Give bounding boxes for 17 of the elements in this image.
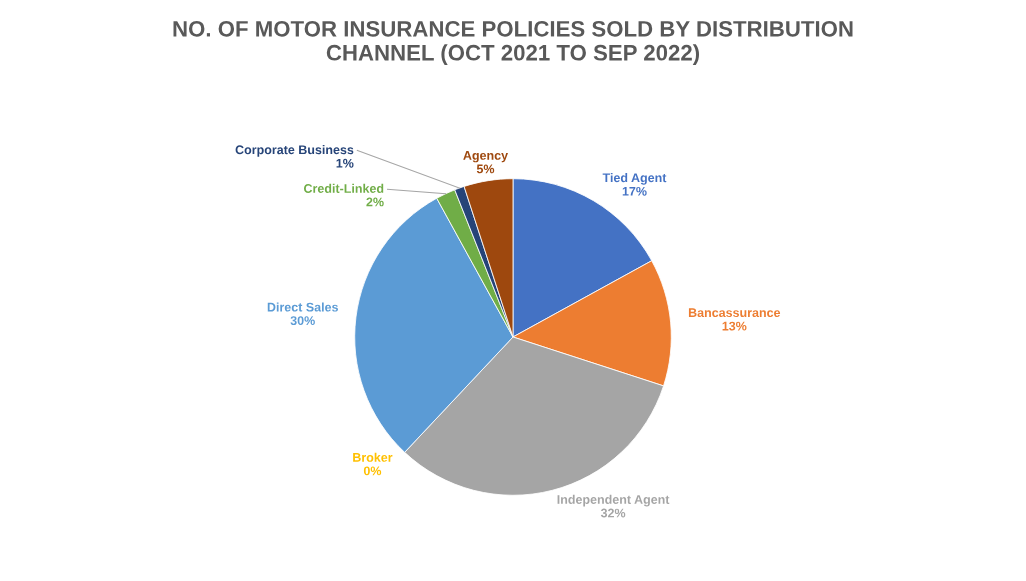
chart-title: NO. OF MOTOR INSURANCE POLICIES SOLD BY DISTRIBUTION CHANNEL (OCT 2021 TO SEP 2022) — [173, 20, 853, 65]
category-label: Broker — [353, 452, 393, 462]
slice-label: Independent Agent — [557, 494, 670, 507]
slice-label: Tied Agent — [602, 173, 667, 185]
data-label: 17% — [622, 186, 647, 196]
data-label: 13% — [722, 321, 747, 331]
slice-label: Direct Sales — [267, 302, 338, 312]
data-label: 32% — [600, 508, 626, 518]
data-label: 2% — [366, 197, 384, 207]
slice-label: Corporate Business — [235, 145, 354, 157]
text: 0% — [363, 466, 382, 476]
slice-label: Credit-Linked — [304, 183, 384, 193]
data-label: 30% — [290, 316, 315, 326]
slice-label: Agency — [463, 151, 508, 163]
data-label: 1% — [336, 158, 354, 168]
slice-label: Bancassurance — [688, 308, 781, 318]
data-label: 5% — [476, 164, 495, 174]
